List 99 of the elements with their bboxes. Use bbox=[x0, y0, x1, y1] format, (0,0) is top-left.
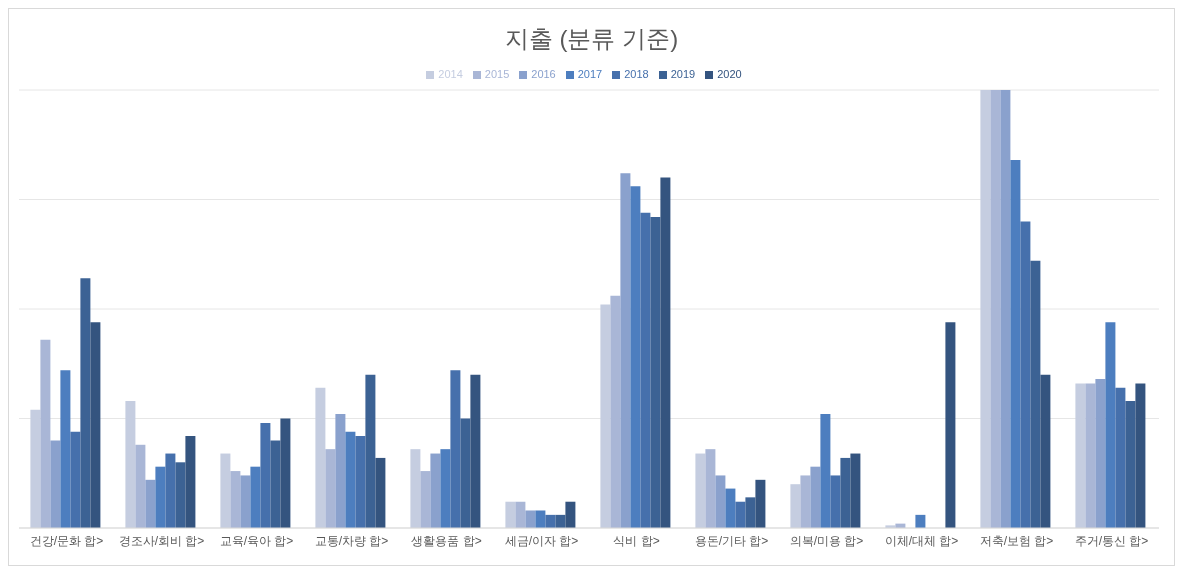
legend-label: 2016 bbox=[531, 68, 556, 80]
bar bbox=[1085, 383, 1096, 528]
bar bbox=[270, 440, 281, 528]
bar bbox=[155, 466, 166, 528]
bar bbox=[1000, 90, 1011, 528]
bar bbox=[1135, 383, 1146, 528]
bar bbox=[820, 414, 831, 528]
x-tick-label: 경조사/회비 합> bbox=[118, 533, 205, 548]
legend-label: 2018 bbox=[624, 68, 649, 80]
bar bbox=[460, 418, 471, 528]
x-tick-label: 저축/보험 합> bbox=[979, 533, 1054, 548]
bar bbox=[440, 449, 451, 528]
bar bbox=[945, 322, 956, 528]
x-tick-label: 생활용품 합> bbox=[411, 533, 482, 548]
bar bbox=[1125, 400, 1136, 528]
bar bbox=[830, 475, 841, 528]
bar bbox=[705, 449, 716, 528]
bar bbox=[365, 374, 376, 528]
bar bbox=[280, 418, 291, 528]
bar bbox=[505, 501, 516, 528]
bar bbox=[165, 453, 176, 528]
bar bbox=[1095, 379, 1106, 528]
bar bbox=[555, 514, 566, 528]
bar bbox=[565, 501, 576, 528]
bar bbox=[145, 479, 156, 528]
bar bbox=[1105, 322, 1116, 528]
legend-label: 2015 bbox=[484, 68, 510, 80]
bar bbox=[375, 457, 386, 528]
bar bbox=[90, 322, 101, 528]
bar bbox=[620, 173, 631, 528]
x-tick-label: 식비 합> bbox=[613, 533, 660, 548]
bar bbox=[1010, 160, 1021, 528]
bar bbox=[220, 453, 231, 528]
x-tick-label: 이체/대체 합> bbox=[884, 533, 959, 548]
legend-label: 2014 bbox=[438, 68, 463, 80]
bar bbox=[185, 436, 196, 528]
bar bbox=[335, 414, 346, 528]
bar bbox=[260, 422, 271, 528]
bar bbox=[60, 370, 71, 528]
bar bbox=[50, 440, 61, 528]
bar bbox=[810, 466, 821, 528]
legend-label: 2020 bbox=[717, 68, 742, 80]
bar bbox=[630, 186, 641, 528]
bar bbox=[1115, 387, 1126, 528]
bar bbox=[600, 304, 611, 528]
bar bbox=[790, 484, 801, 528]
bar bbox=[80, 278, 91, 528]
legend-label: 2017 bbox=[577, 68, 603, 80]
bar bbox=[515, 501, 526, 528]
bar bbox=[1030, 260, 1041, 528]
x-tick-label: 세금/이자 합> bbox=[504, 533, 579, 548]
bar bbox=[1075, 383, 1086, 528]
x-tick-label: 교통/차량 합> bbox=[314, 533, 389, 548]
chart-title: 지출 (분류 기준) bbox=[503, 24, 680, 54]
bar bbox=[250, 466, 261, 528]
x-tick-label: 교육/육아 합> bbox=[219, 533, 294, 548]
bar bbox=[345, 431, 356, 528]
bar bbox=[535, 510, 546, 528]
bar bbox=[525, 510, 536, 528]
bar bbox=[715, 475, 726, 528]
x-tick-label: 건강/문화 합> bbox=[29, 533, 104, 548]
bar bbox=[640, 212, 651, 528]
bar bbox=[30, 409, 41, 528]
bar bbox=[410, 449, 421, 528]
bar bbox=[650, 217, 661, 528]
x-tick-label: 용돈/기타 합> bbox=[694, 533, 769, 548]
bar bbox=[230, 471, 241, 528]
bar bbox=[850, 453, 861, 528]
bar bbox=[325, 449, 336, 528]
bar bbox=[430, 453, 441, 528]
bar bbox=[695, 453, 706, 528]
legend-label: 2019 bbox=[670, 68, 696, 80]
bar bbox=[840, 457, 851, 528]
bar bbox=[725, 488, 736, 528]
bar bbox=[800, 475, 811, 528]
bar bbox=[980, 90, 991, 528]
bar bbox=[660, 177, 671, 528]
bar bbox=[125, 400, 136, 528]
bar bbox=[175, 462, 186, 528]
bar bbox=[40, 339, 51, 528]
bar bbox=[610, 295, 621, 528]
bar bbox=[240, 475, 251, 528]
bar bbox=[450, 370, 461, 528]
bar bbox=[70, 431, 81, 528]
bar bbox=[745, 497, 756, 528]
bar bbox=[470, 374, 481, 528]
bar bbox=[1040, 374, 1051, 528]
x-tick-label: 의복/미용 합> bbox=[789, 533, 864, 548]
bar bbox=[315, 387, 326, 528]
x-tick-label: 주거/통신 합> bbox=[1074, 533, 1149, 548]
bar bbox=[990, 90, 1001, 528]
bar bbox=[135, 444, 146, 528]
bar bbox=[1020, 221, 1031, 528]
bar bbox=[355, 436, 366, 528]
bar bbox=[755, 479, 766, 528]
bar bbox=[545, 514, 556, 528]
bar bbox=[420, 471, 431, 528]
bar bbox=[915, 514, 926, 528]
bar bbox=[735, 501, 746, 528]
